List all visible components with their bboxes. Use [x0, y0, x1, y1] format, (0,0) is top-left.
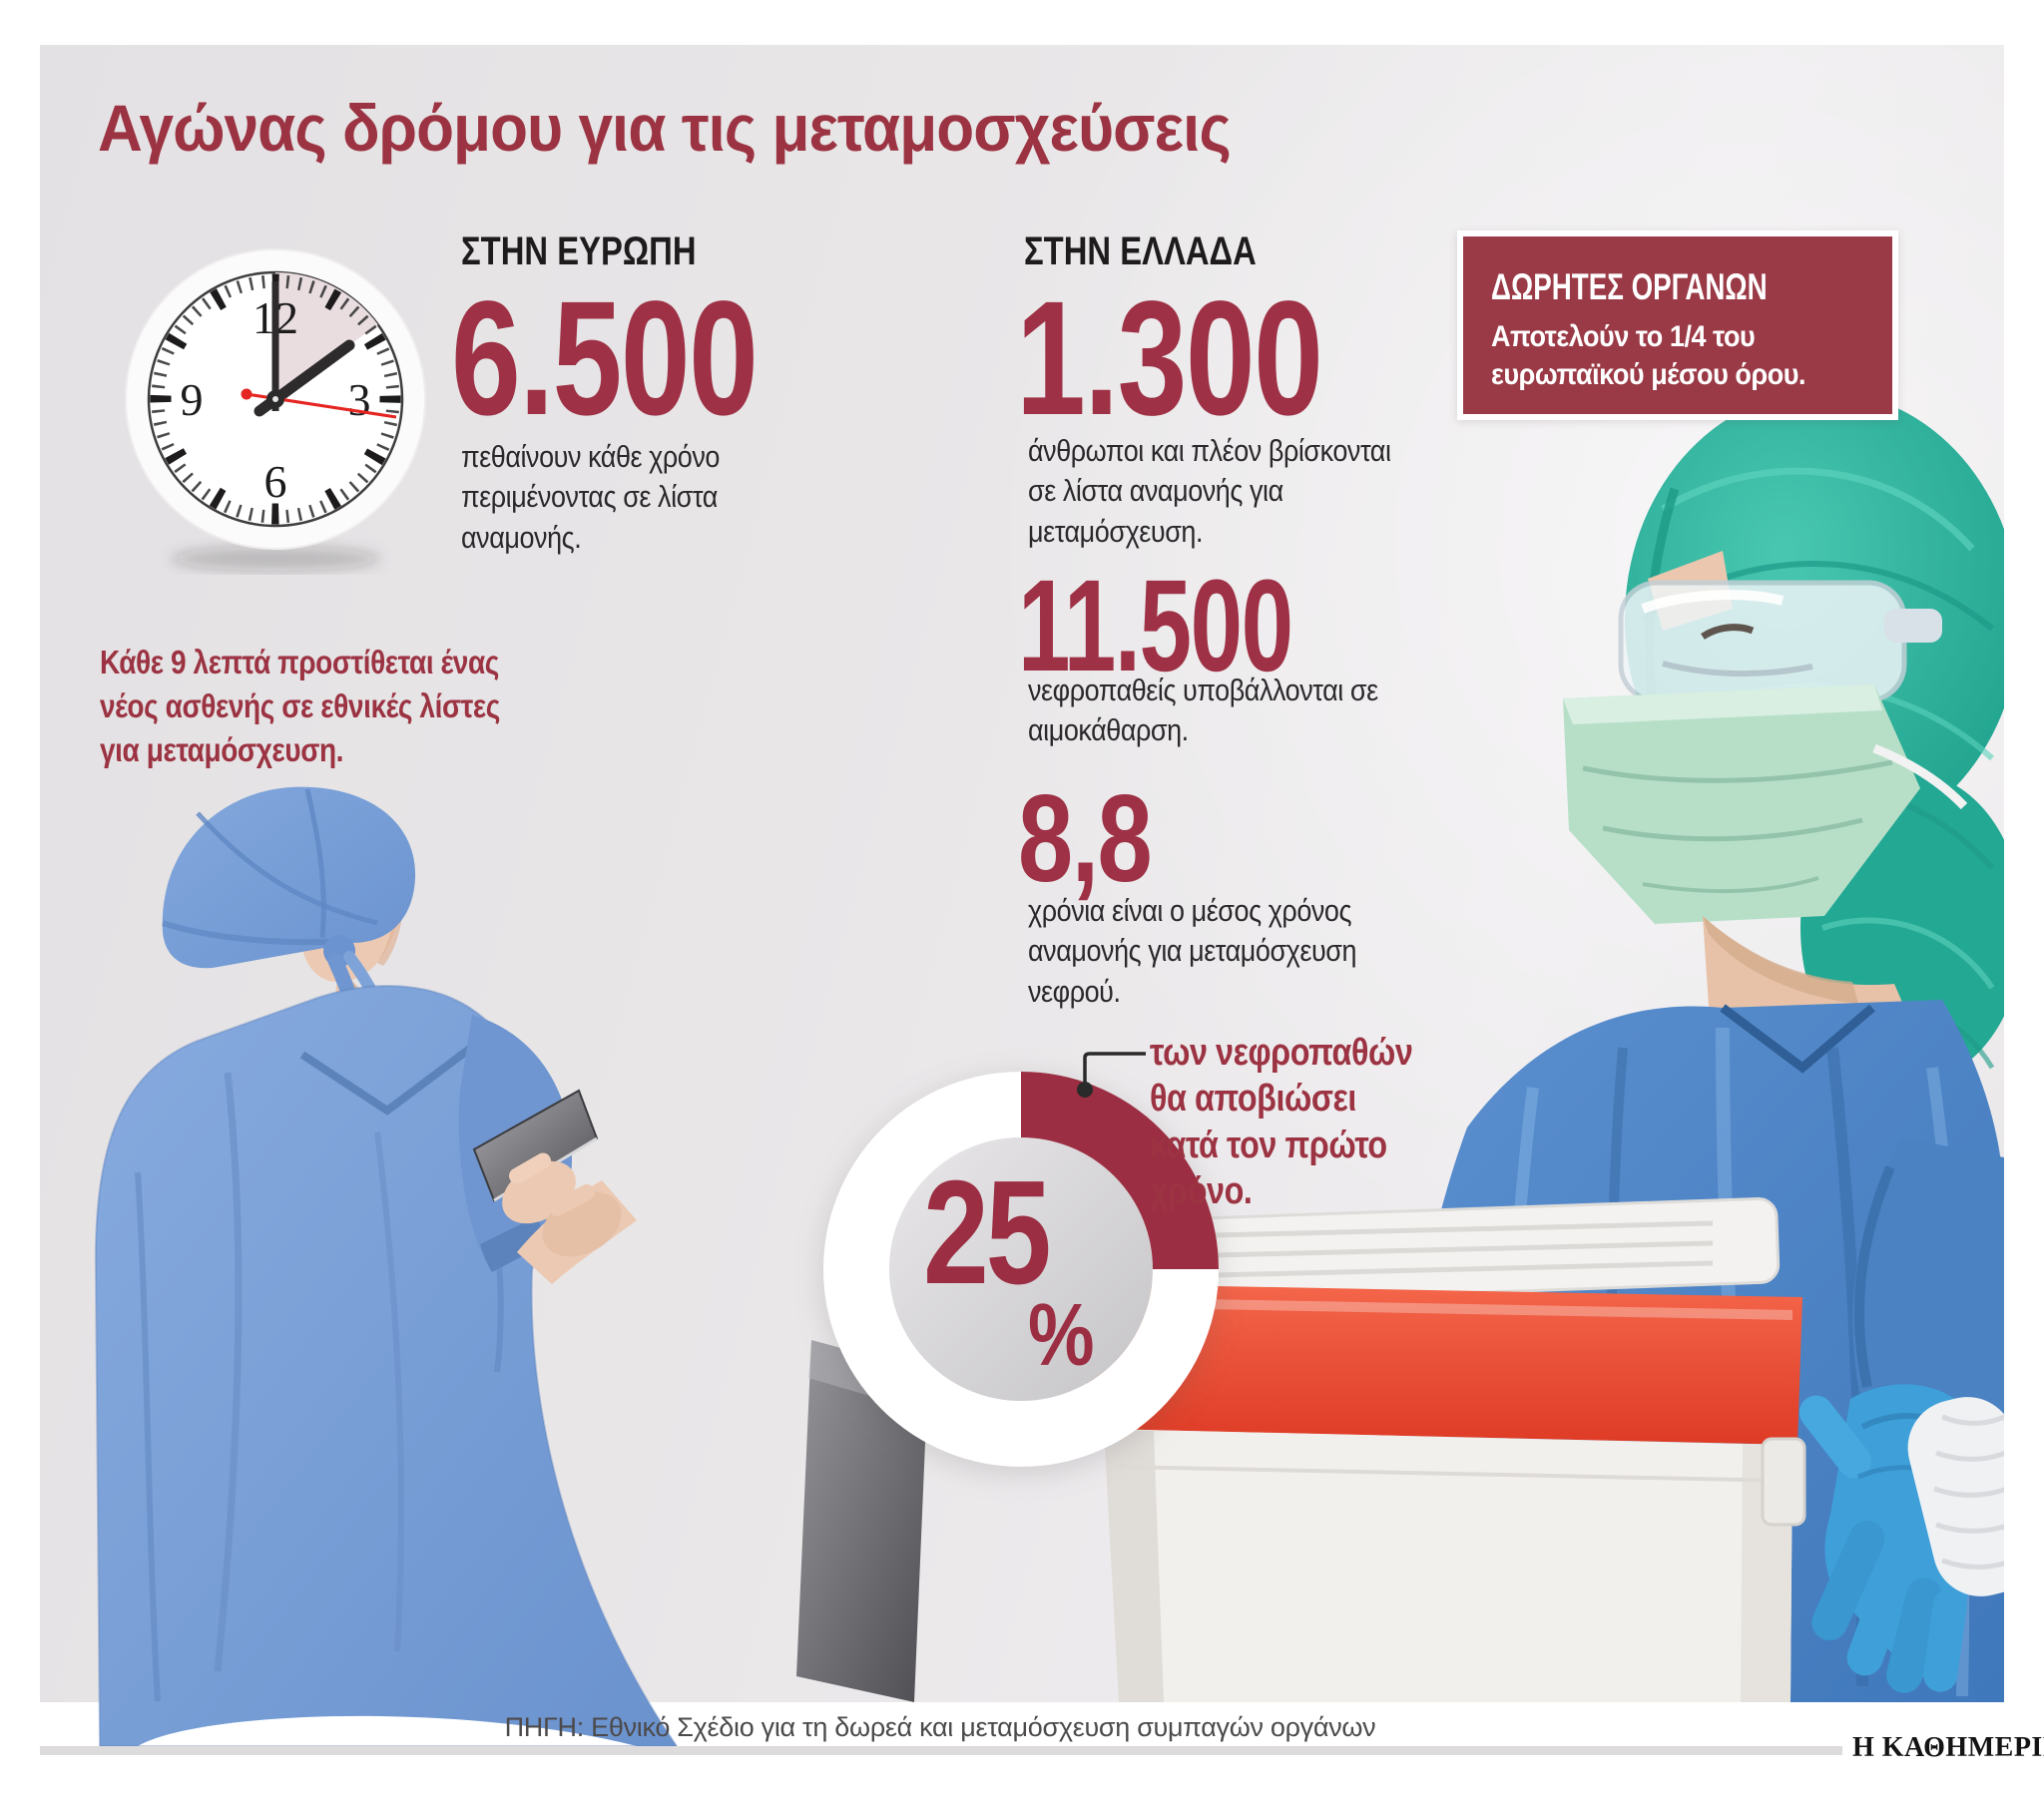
- donut-callout-line: [1077, 1052, 1146, 1098]
- donut-hole: [889, 1137, 1153, 1401]
- svg-text:3: 3: [348, 374, 371, 425]
- white-knit-cuff: [1907, 1397, 2004, 1596]
- svg-text:6: 6: [264, 456, 287, 507]
- clock-nine-minute-wedge: [275, 272, 378, 399]
- dialysis-caption: νεφροπαθείς υποβάλλονται σε αιμοκάθαρση.: [1028, 673, 1378, 748]
- donut-chart: [823, 1072, 1219, 1467]
- greece-heading: ΣΤΗΝ ΕΛΛΑΔΑ: [1024, 229, 1257, 273]
- donut-callout-text: των νεφροπαθών θα αποβιώσει κατά τον πρώ…: [1150, 1032, 1413, 1213]
- surgeon-right-arm: [1798, 1137, 2004, 1693]
- organ-donors-box: ΔΩΡΗΤΕΣ ΟΡΓΑΝΩΝ Αποτελούν το 1/4 του ευρ…: [1457, 230, 1898, 420]
- kathimerini-logo: Η ΚΑΘΗΜΕΡΙΝΗ: [1852, 1732, 2044, 1763]
- surgeon-left-torso: [94, 985, 679, 1746]
- donors-box-heading: ΔΩΡΗΤΕΣ ΟΡΓΑΝΩΝ: [1491, 266, 1768, 307]
- clock-shadow: [171, 547, 380, 571]
- donors-box-body: Αποτελούν το 1/4 του ευρωπαϊκού μέσου όρ…: [1491, 320, 1806, 392]
- greece-value: 1.300: [1016, 266, 1323, 449]
- greece-section: ΣΤΗΝ ΕΛΛΑΔΑ: [1024, 229, 1307, 274]
- clock-hands: [241, 281, 397, 419]
- europe-section: ΣΤΗΝ ΕΥΡΩΠΗ: [461, 229, 748, 274]
- organ-cooler-box: [1084, 1196, 1806, 1702]
- footer-divider: [40, 1746, 1842, 1755]
- surgeon-right-illustration: [1084, 391, 2004, 1702]
- surgeon-left-illustration: [94, 786, 928, 1746]
- greece-caption: άνθρωποι και πλέον βρίσκονται σε λίστα α…: [1028, 433, 1391, 549]
- europe-heading: ΣΤΗΝ ΕΥΡΩΠΗ: [461, 229, 697, 273]
- clock-note: Κάθε 9 λεπτά προστίθεται ένας νέος ασθεν…: [100, 644, 500, 769]
- surgeon-left-hands: [502, 1152, 622, 1257]
- donut-ring-25pct: [1020, 1072, 1219, 1270]
- dialysis-value: 11.500: [1018, 552, 1293, 698]
- wait-years-value: 8,8: [1018, 770, 1153, 908]
- cooler-handle-latch: [1761, 1437, 1806, 1527]
- europe-caption: πεθαίνουν κάθε χρόνο περιμένοντας σε λίσ…: [461, 439, 720, 555]
- svg-text:9: 9: [181, 374, 204, 425]
- source-text: ΠΗΓΗ: Εθνικό Σχέδιο για τη δωρεά και μετ…: [504, 1712, 1376, 1742]
- donut-percent-sign: %: [1028, 1285, 1095, 1384]
- donut-value: 25: [923, 1150, 1051, 1315]
- surgical-mask: [1563, 684, 1920, 924]
- page-title: Αγώνας δρόμου για τις μεταμοσχεύσεις: [98, 91, 1232, 165]
- wait-years-caption: χρόνια είναι ο μέσος χρόνος αναμονής για…: [1028, 893, 1357, 1009]
- mask-strap: [1872, 743, 1968, 810]
- callout-dot-icon: [1077, 1082, 1093, 1098]
- wall-clock-illustration: 12 3 6 9: [125, 248, 426, 571]
- safety-goggles: [1618, 580, 1942, 703]
- europe-value: 6.500: [451, 266, 759, 449]
